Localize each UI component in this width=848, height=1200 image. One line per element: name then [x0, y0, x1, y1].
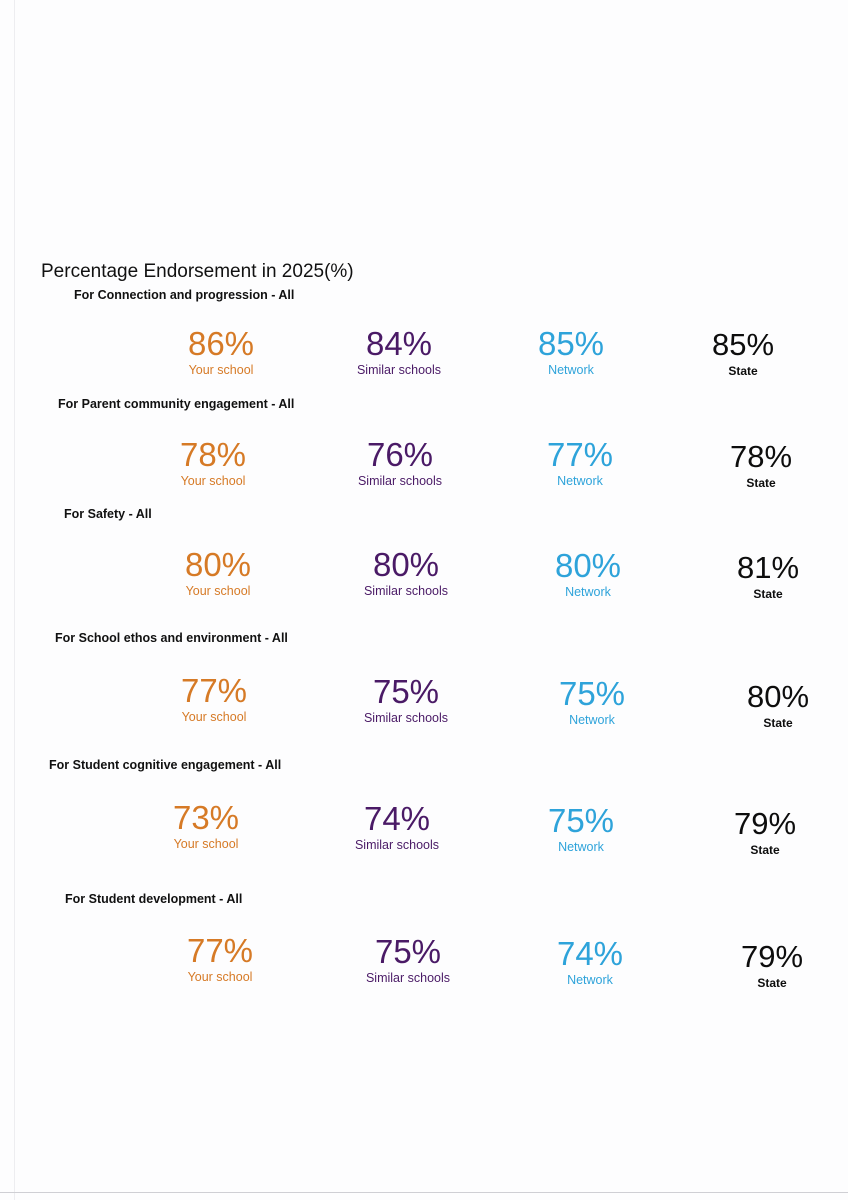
section-heading-connection-progression: For Connection and progression - All — [74, 288, 295, 302]
stat-value: 73% — [172, 799, 240, 836]
section-heading-parent-community: For Parent community engagement - All — [58, 397, 295, 411]
stat-your-school: 86% Your school — [131, 326, 311, 378]
stat-value: 78% — [729, 439, 793, 474]
stat-label: Similar schools — [363, 584, 449, 598]
stat-value: 75% — [547, 802, 615, 839]
stat-state: 80% State — [688, 679, 848, 731]
stat-label: Similar schools — [356, 363, 442, 377]
stat-your-school: 73% Your school — [116, 800, 296, 852]
stat-label: Your school — [180, 474, 246, 488]
stat-value: 80% — [554, 547, 622, 584]
stat-value: 86% — [187, 325, 255, 362]
stat-value: 85% — [537, 325, 605, 362]
stat-value: 80% — [746, 679, 810, 714]
page-title: Percentage Endorsement in 2025(%) — [41, 261, 354, 282]
stat-label: Network — [565, 585, 611, 599]
stat-similar-schools: 75% Similar schools — [316, 674, 496, 726]
stat-label: State — [728, 364, 758, 378]
stat-state: 78% State — [671, 439, 848, 491]
stat-value: 77% — [546, 436, 614, 473]
stat-network: 77% Network — [490, 437, 670, 489]
stat-similar-schools: 76% Similar schools — [310, 437, 490, 489]
page-edge-bottom — [0, 1192, 848, 1193]
stat-network: 75% Network — [491, 803, 671, 855]
stat-similar-schools: 74% Similar schools — [307, 801, 487, 853]
stat-label: State — [750, 843, 780, 857]
stat-value: 75% — [374, 933, 442, 970]
stat-label: Your school — [181, 710, 247, 724]
stat-value: 75% — [558, 675, 626, 712]
stat-value: 80% — [184, 546, 252, 583]
stat-label: Your school — [187, 970, 253, 984]
stat-value: 75% — [372, 673, 440, 710]
stat-state: 85% State — [653, 327, 833, 379]
stat-network: 75% Network — [502, 676, 682, 728]
stat-label: Your school — [185, 584, 251, 598]
stat-value: 74% — [363, 800, 431, 837]
stat-value: 84% — [365, 325, 433, 362]
section-heading-safety: For Safety - All — [64, 507, 152, 521]
stat-value: 80% — [372, 546, 440, 583]
section-heading-student-development: For Student development - All — [65, 892, 243, 906]
stat-label: Similar schools — [357, 474, 443, 488]
stat-your-school: 80% Your school — [128, 547, 308, 599]
stat-state: 81% State — [678, 550, 848, 602]
stat-state: 79% State — [675, 806, 848, 858]
stat-value: 85% — [711, 327, 775, 362]
stat-network: 80% Network — [498, 548, 678, 600]
stat-similar-schools: 84% Similar schools — [309, 326, 489, 378]
stat-label: Network — [567, 973, 613, 987]
stat-value: 78% — [179, 436, 247, 473]
stat-label: Network — [558, 840, 604, 854]
stat-label: State — [746, 476, 776, 490]
stat-label: State — [753, 587, 783, 601]
stat-similar-schools: 80% Similar schools — [316, 547, 496, 599]
stat-similar-schools: 75% Similar schools — [318, 934, 498, 986]
stat-label: State — [757, 976, 787, 990]
stat-label: State — [763, 716, 793, 730]
stat-label: Your school — [188, 363, 254, 377]
stat-label: Your school — [173, 837, 239, 851]
stat-your-school: 77% Your school — [130, 933, 310, 985]
stat-value: 81% — [736, 550, 800, 585]
page-edge — [14, 0, 15, 1200]
stat-label: Network — [569, 713, 615, 727]
stat-value: 77% — [186, 932, 254, 969]
stat-value: 77% — [180, 672, 248, 709]
stat-label: Network — [548, 363, 594, 377]
stat-value: 74% — [556, 935, 624, 972]
stat-label: Similar schools — [365, 971, 451, 985]
stat-value: 76% — [366, 436, 434, 473]
stat-network: 74% Network — [500, 936, 680, 988]
section-heading-student-cognitive: For Student cognitive engagement - All — [49, 758, 282, 772]
stat-label: Similar schools — [354, 838, 440, 852]
stat-state: 79% State — [682, 939, 848, 991]
stat-network: 85% Network — [481, 326, 661, 378]
stat-your-school: 77% Your school — [124, 673, 304, 725]
stat-value: 79% — [733, 806, 797, 841]
stat-label: Similar schools — [363, 711, 449, 725]
stat-label: Network — [557, 474, 603, 488]
stat-value: 79% — [740, 939, 804, 974]
stat-your-school: 78% Your school — [123, 437, 303, 489]
section-heading-school-ethos: For School ethos and environment - All — [55, 631, 288, 645]
